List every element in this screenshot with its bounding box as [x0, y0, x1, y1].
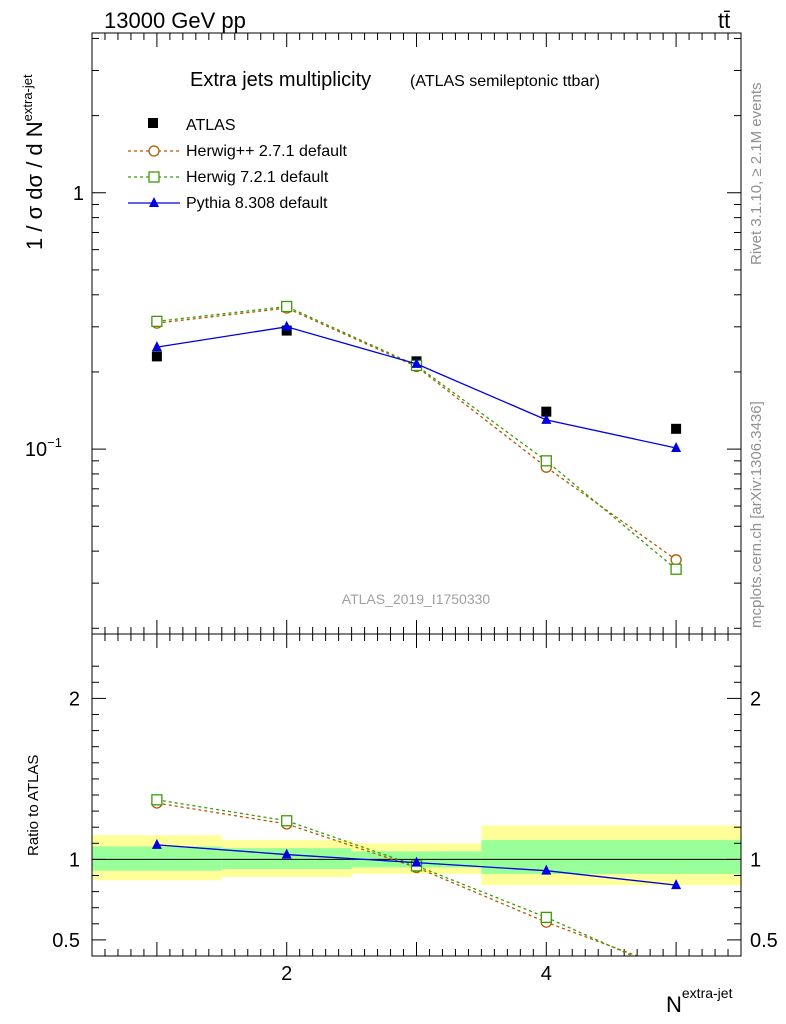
y-tick-label: 1	[73, 183, 84, 205]
legend-label: Pythia 8.308 default	[186, 195, 328, 212]
uncertainty-band-inner	[92, 846, 222, 871]
watermark: ATLAS_2019_I1750330	[342, 591, 491, 607]
data-point	[411, 856, 422, 867]
data-point	[671, 879, 682, 890]
data-point	[151, 315, 163, 328]
uncertainty-band-inner	[481, 840, 741, 874]
series-3	[151, 300, 682, 575]
y-tick-label-base: 10	[25, 439, 47, 461]
data-point	[541, 406, 552, 417]
legend-entry-herwig7: Herwig 7.2.1 default	[128, 169, 329, 186]
y-axis-label-sup: extra-jet	[20, 74, 35, 121]
x-tick-label: 4	[541, 963, 552, 985]
y-tick-label: 2	[69, 688, 80, 710]
legend-label: Herwig 7.2.1 default	[186, 169, 329, 186]
main-panel: 1 10−1 Extra jets multiplicity (ATLAS sem…	[20, 32, 742, 635]
legend-label: ATLAS	[186, 117, 236, 134]
ratio-series-3	[151, 838, 682, 890]
series-2	[151, 302, 682, 566]
legend-marker-square-open	[148, 171, 160, 183]
y-tick-label: 1	[69, 849, 80, 871]
data-point	[541, 864, 552, 875]
x-tick-label: 2	[281, 963, 292, 985]
uncertainty-band-inner	[221, 848, 352, 870]
data-point	[281, 848, 292, 859]
data-point	[671, 442, 682, 453]
y-axis-label: 1 / σ dσ / d Nextra-jet	[20, 74, 47, 250]
legend-entry-herwigpp: Herwig++ 2.7.1 default	[128, 143, 348, 160]
y-tick-label: 10−1	[25, 435, 62, 461]
series-4	[151, 320, 682, 453]
legend-entry-atlas: ATLAS	[148, 117, 236, 134]
legend-marker-circle-open	[148, 145, 160, 157]
y-tick-label-right: 2	[750, 688, 761, 710]
x-axis-label-sup: extra-jet	[682, 985, 733, 1001]
chart-subtitle: (ATLAS semileptonic ttbar)	[410, 73, 600, 90]
chart-title: Extra jets multiplicity	[190, 69, 371, 91]
x-axis-label: Nextra-jet	[666, 985, 733, 1017]
legend-label: Herwig++ 2.7.1 default	[186, 143, 348, 160]
ratio-y-axis-label: Ratio to ATLAS	[25, 755, 42, 856]
legend: ATLAS Herwig++ 2.7.1 default Herwig 7.2.…	[128, 117, 348, 212]
y-tick-label-right: 1	[750, 849, 761, 871]
ratio-series-group	[151, 794, 682, 956]
data-point	[151, 351, 162, 362]
process-label: tt̄	[718, 8, 730, 33]
series-1	[151, 325, 682, 434]
rivet-label: Rivet 3.1.10, ≥ 2.1M events	[748, 83, 765, 266]
series-line	[156, 305, 677, 570]
data-point	[151, 838, 162, 849]
ratio-frame	[91, 633, 742, 957]
data-point	[281, 815, 293, 827]
legend-entry-pythia: Pythia 8.308 default	[128, 195, 328, 212]
ratio-panel: 2 2 1 1 0.5 0.5 2 4 Ratio to ATLAS Nextra-jet	[25, 633, 778, 1017]
series-line	[156, 326, 677, 449]
data-point	[151, 794, 163, 806]
data-point	[281, 300, 293, 313]
data-point	[540, 911, 552, 924]
data-point	[541, 413, 552, 424]
series-line	[156, 307, 677, 561]
legend-marker-square-filled	[148, 118, 158, 128]
y-tick-label-exponent: −1	[47, 435, 62, 450]
y-tick-label-right: 0.5	[750, 930, 778, 952]
legend-marker-triangle-filled	[149, 197, 159, 207]
data-point	[411, 357, 422, 368]
y-axis-label-main: 1 / σ dσ / d N	[22, 121, 47, 250]
data-point	[671, 423, 682, 434]
x-axis-label-main: N	[666, 992, 682, 1017]
mcplots-label: mcplots.cern.ch [arXiv:1306.3436]	[748, 401, 765, 628]
data-point	[540, 455, 552, 467]
y-tick-label: 0.5	[52, 930, 80, 952]
data-point	[670, 554, 682, 566]
energy-label: 13000 GeV pp	[104, 8, 246, 33]
data-point	[281, 320, 292, 331]
data-point	[151, 341, 162, 352]
data-point	[670, 563, 682, 575]
